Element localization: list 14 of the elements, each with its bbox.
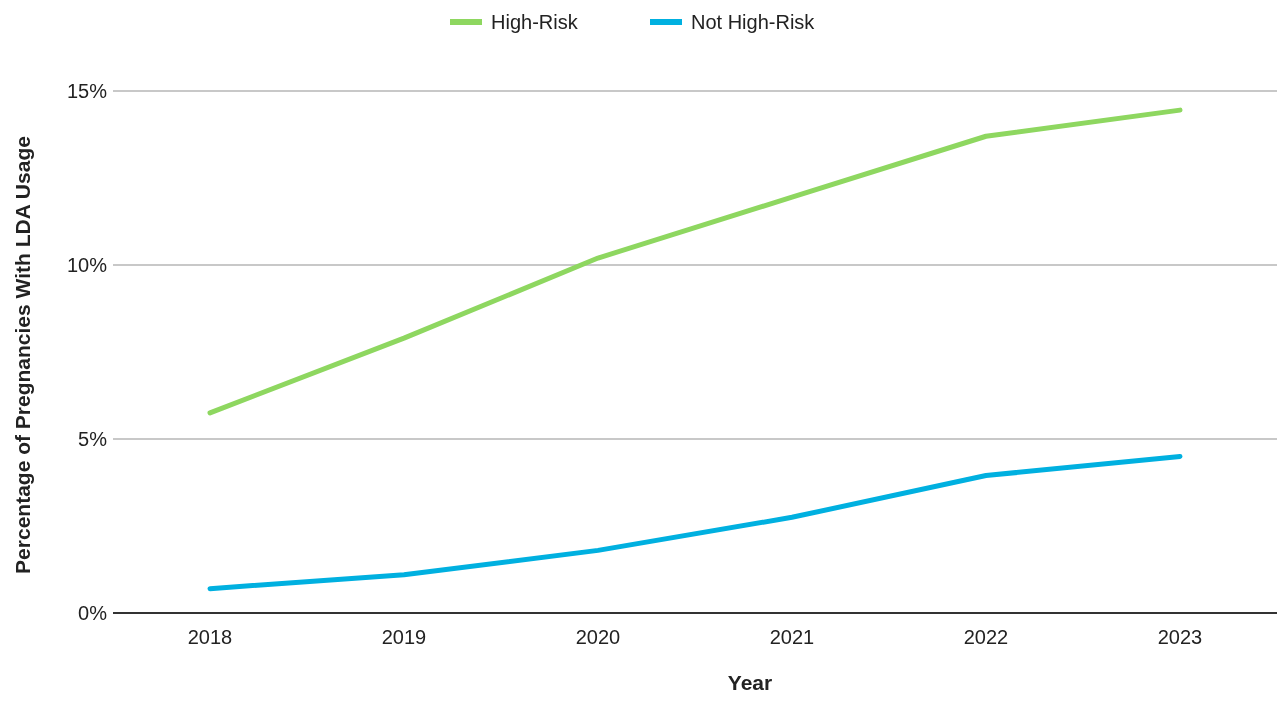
x-tick-label: 2019 [381, 626, 427, 648]
x-axis-title: Year [727, 671, 773, 694]
y-tick-label: 15% [66, 80, 108, 102]
legend-label: Not High-Risk [691, 11, 816, 33]
y-tick-label: 10% [66, 254, 108, 276]
legend-label: High-Risk [491, 11, 579, 33]
x-tick-label: 2023 [1157, 626, 1203, 648]
x-tick-label: 2020 [575, 626, 621, 648]
x-tick-label: 2021 [769, 626, 815, 648]
y-tick-label: 0% [78, 602, 108, 624]
y-axis-title: Percentage of Pregnancies With LDA Usage [11, 136, 34, 574]
x-tick-label: 2022 [963, 626, 1009, 648]
y-tick-label: 5% [78, 428, 108, 450]
x-tick-label: 2018 [187, 626, 233, 648]
